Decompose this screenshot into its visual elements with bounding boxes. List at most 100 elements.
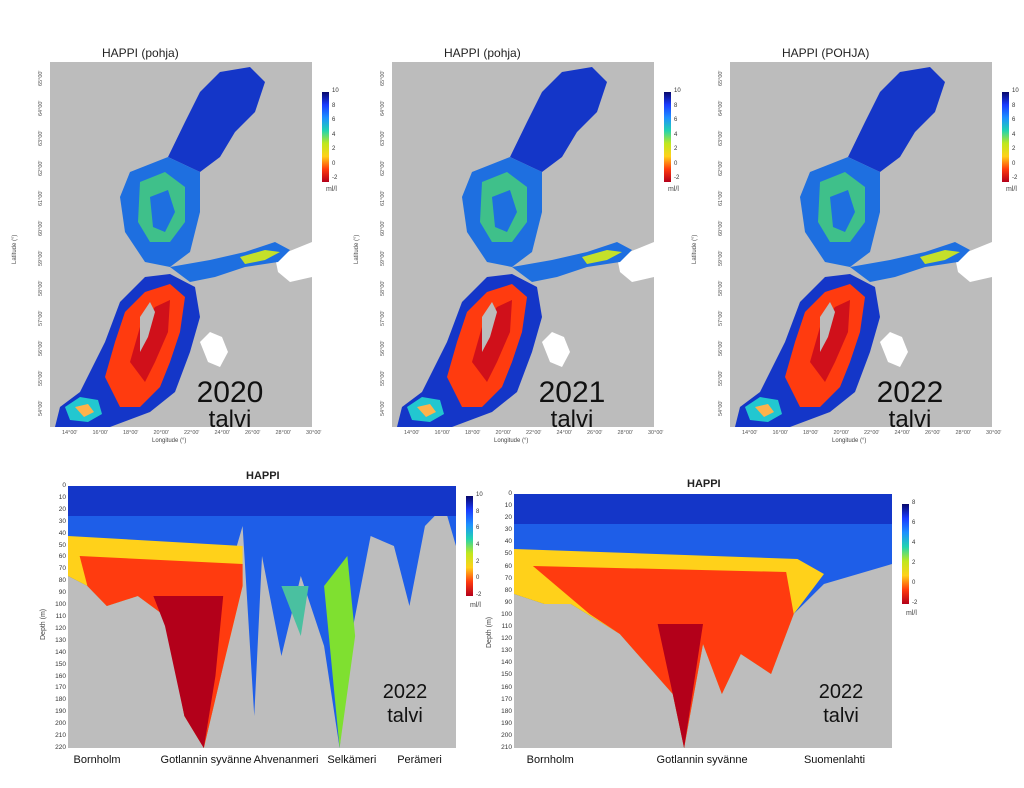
colorbar-unit: ml/l xyxy=(668,186,679,193)
colorbar-tick: -2 xyxy=(332,175,338,181)
year-label: 2020 xyxy=(196,376,264,409)
depth-tick: 170 xyxy=(501,695,512,703)
colorbar xyxy=(322,92,329,182)
depth-tick: 160 xyxy=(55,672,66,680)
gotland-island xyxy=(140,302,155,352)
lon-tick: 18°00' xyxy=(803,430,819,436)
depth-tick: 70 xyxy=(504,574,512,582)
selkameri-green xyxy=(324,556,356,748)
lat-tick: 63°00' xyxy=(38,130,44,147)
lon-tick: 14°00' xyxy=(742,430,758,436)
depth-tick: 60 xyxy=(58,553,66,561)
depth-tick: 130 xyxy=(55,636,66,644)
section-title: HAPPI xyxy=(687,478,721,490)
depth-tick: 20 xyxy=(504,514,512,522)
lon-tick: 22°00' xyxy=(184,430,200,436)
x-axis-label: Longitude (°) xyxy=(494,438,529,444)
estonia-white xyxy=(542,332,570,367)
colorbar-tick: 0 xyxy=(674,160,678,167)
lat-tick: 54°00' xyxy=(38,400,44,417)
colorbar-unit: ml/l xyxy=(326,186,337,193)
lat-tick: 63°00' xyxy=(718,130,724,147)
depth-tick: 140 xyxy=(501,659,512,667)
depth-tick: 110 xyxy=(501,623,512,631)
station-label: Gotlannin syvänne xyxy=(656,754,748,766)
gulf-of-finland-yellow xyxy=(920,250,960,264)
section-title: HAPPI xyxy=(246,470,280,482)
map-plot xyxy=(730,62,992,427)
depth-tick: 170 xyxy=(55,684,66,692)
season-label: talvi xyxy=(550,406,594,433)
bothnian-sea-inner xyxy=(150,190,175,232)
lon-tick: 22°00' xyxy=(864,430,880,436)
colorbar-tick: 6 xyxy=(476,525,480,532)
colorbar-tick: -2 xyxy=(476,592,482,598)
oxygen-map-panel: HAPPI (pohja) xyxy=(2,44,339,444)
lon-tick: 24°00' xyxy=(556,430,573,436)
colorbar-tick: 4 xyxy=(674,131,678,138)
depth-tick: 190 xyxy=(55,708,66,716)
depth-tick: 60 xyxy=(504,562,512,570)
lat-tick: 58°00' xyxy=(718,280,724,297)
lon-tick: 18°00' xyxy=(123,430,139,436)
bothnian-sea-inner xyxy=(492,190,517,232)
depth-tick: 180 xyxy=(55,696,66,704)
lon-tick: 28°00' xyxy=(617,430,634,436)
lon-tick: 14°00' xyxy=(404,430,420,436)
depth-tick: 210 xyxy=(55,732,66,740)
lat-tick: 62°00' xyxy=(38,160,44,177)
station-label: Ahvenanmeri xyxy=(253,754,319,766)
lat-tick: 56°00' xyxy=(38,340,44,357)
depth-tick: 100 xyxy=(55,601,66,609)
colorbar xyxy=(1002,92,1009,182)
lat-tick: 56°00' xyxy=(380,340,386,357)
depth-tick: 90 xyxy=(504,598,512,606)
depth-tick: 200 xyxy=(55,720,66,728)
depth-tick: 80 xyxy=(58,577,66,585)
y-axis-label: Latitude (°) xyxy=(12,234,18,264)
lat-tick: 65°00' xyxy=(38,70,44,87)
colorbar-tick: 2 xyxy=(1012,146,1016,152)
lon-tick: 30°00' xyxy=(306,430,322,436)
bothnian-sea-inner xyxy=(830,190,855,232)
lon-tick: 28°00' xyxy=(275,430,292,436)
anoxic-core xyxy=(810,300,850,382)
surface-layer xyxy=(514,494,892,524)
depth-tick: 120 xyxy=(501,635,512,643)
lon-tick: 26°00' xyxy=(925,430,941,436)
colorbar-tick: 4 xyxy=(476,542,480,548)
x-axis-label: Longitude (°) xyxy=(152,438,187,444)
lat-tick: 64°00' xyxy=(38,100,44,117)
depth-tick: 0 xyxy=(508,490,512,497)
map-title: HAPPI (POHJA) xyxy=(782,46,870,60)
oxygen-section-panel: HAPPI Depth (m) 0 10 20 30 40 50 60 70 80 90 100 11… xyxy=(486,478,926,788)
map-title: HAPPI (pohja) xyxy=(102,46,179,60)
depth-tick: 10 xyxy=(504,502,512,510)
lat-tick: 63°00' xyxy=(380,130,386,147)
lon-tick: 24°00' xyxy=(894,430,911,436)
depth-tick: 40 xyxy=(504,538,512,546)
depth-tick: 140 xyxy=(55,648,66,656)
lat-tick: 59°00' xyxy=(380,250,386,267)
depth-tick: 130 xyxy=(501,647,512,655)
section-season-label: talvi xyxy=(387,705,423,727)
colorbar-tick: 10 xyxy=(476,492,483,498)
colorbar-tick: 2 xyxy=(912,560,916,566)
colorbar-tick: 10 xyxy=(674,88,681,94)
gotland-island xyxy=(482,302,497,352)
depth-tick: 40 xyxy=(58,529,66,537)
lon-tick: 16°00' xyxy=(772,430,789,436)
depth-tick: 120 xyxy=(55,624,66,632)
lon-tick: 22°00' xyxy=(526,430,542,436)
depth-tick: 110 xyxy=(55,613,66,620)
gulf-of-finland-white xyxy=(617,242,654,282)
lat-tick: 60°00' xyxy=(38,220,44,237)
gulf-of-finland-white xyxy=(275,242,312,282)
colorbar-tick: 6 xyxy=(1012,117,1016,123)
y-axis-label: Latitude (°) xyxy=(354,234,360,264)
lat-tick: 57°00' xyxy=(380,310,386,327)
oxygen-section-panel: HAPPI Depth (m) 0 10 20 30 40 50 60 70 80 90 100 11… xyxy=(40,470,490,780)
depth-tick: 30 xyxy=(504,526,512,534)
colorbar-tick: 6 xyxy=(912,520,916,526)
bornholm-core xyxy=(755,404,774,417)
